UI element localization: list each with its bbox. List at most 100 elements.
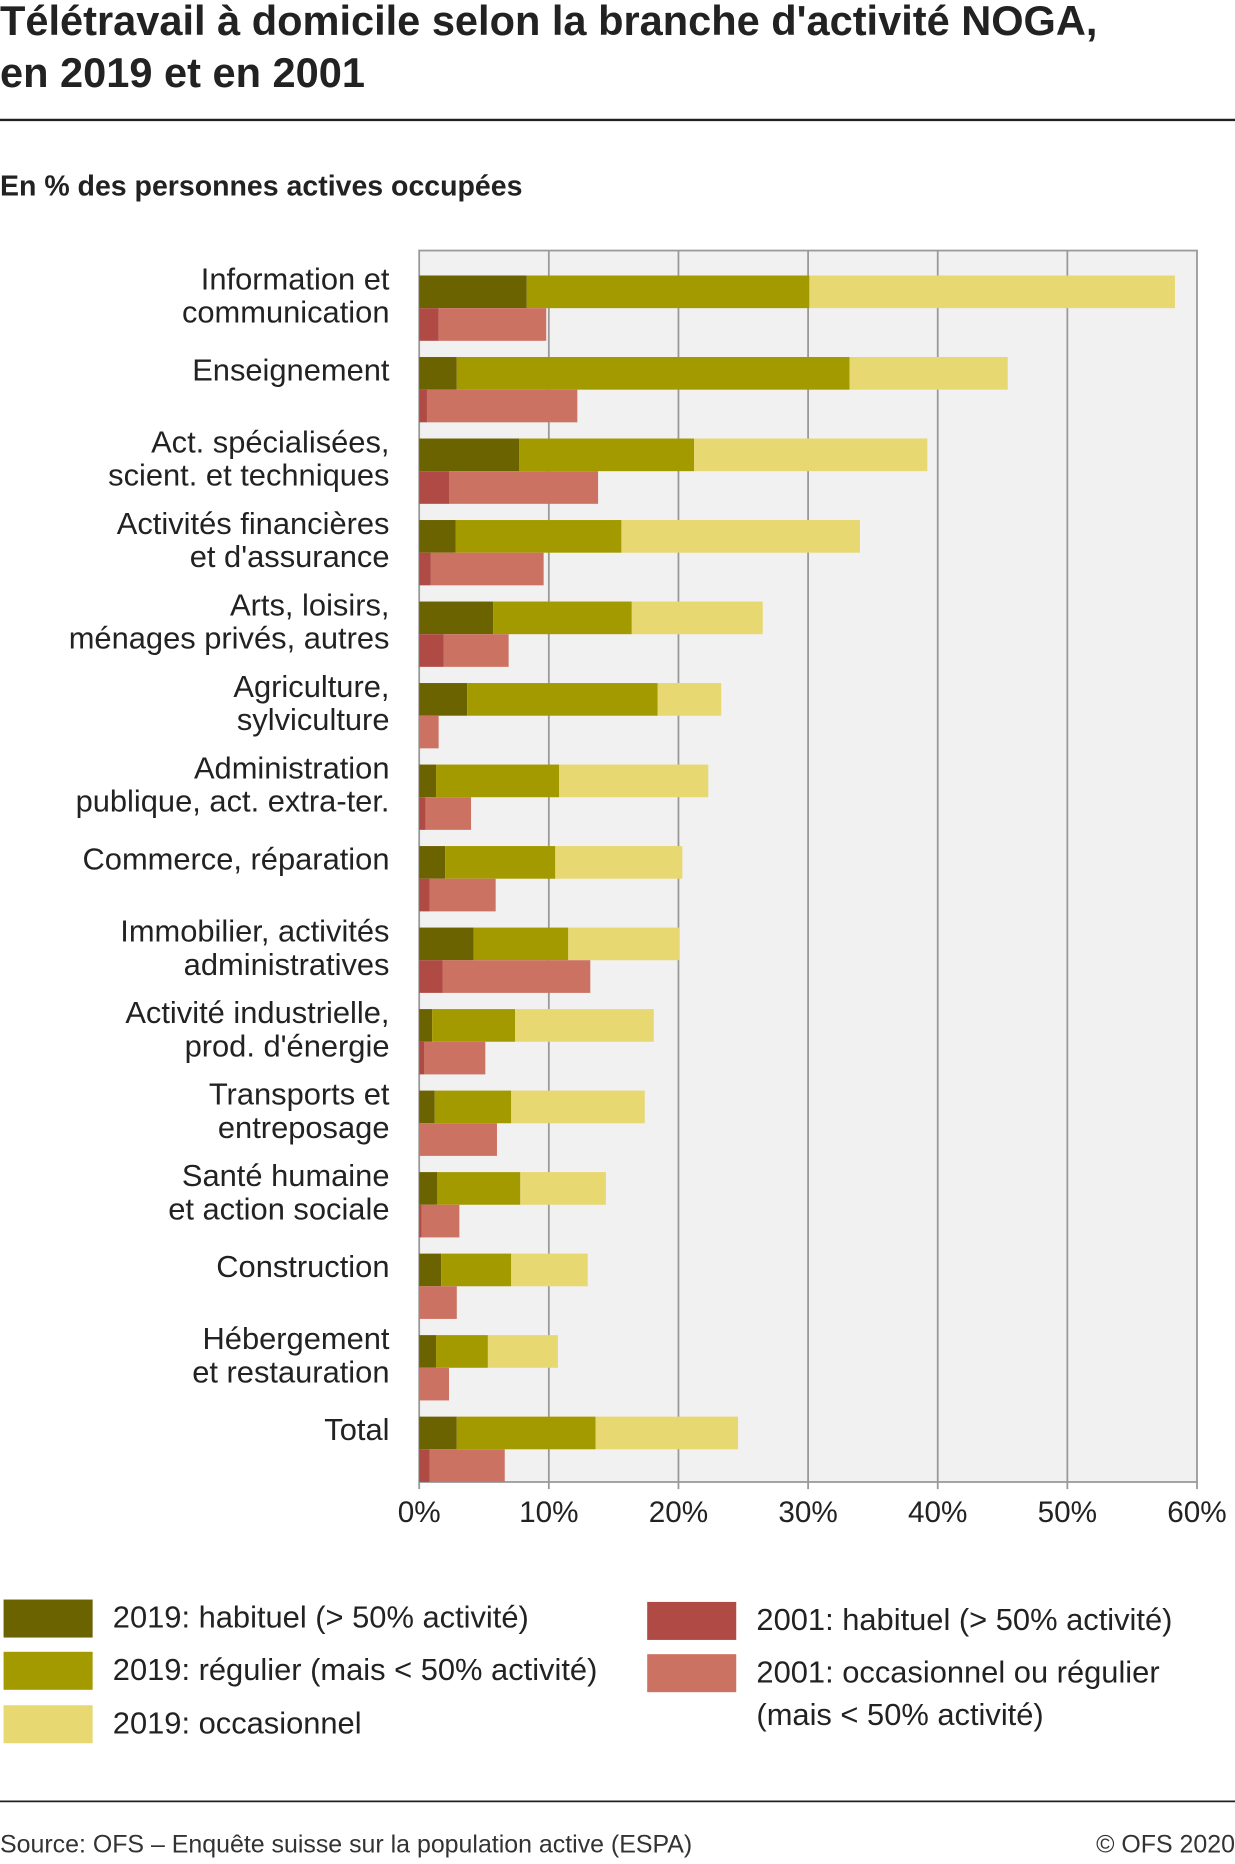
legend-label: 2019: régulier (mais < 50% activité) [113,1652,598,1687]
bar-segment [429,1449,505,1482]
bar-segment [419,797,426,830]
category-label: Enseignement [192,353,390,388]
subtitle: En % des personnes actives occupées [0,170,522,202]
bar-segment [455,520,622,553]
bar-segment [419,634,444,667]
legend-swatch [3,1599,93,1638]
bar-segment [419,1123,497,1156]
bar-segment [436,1335,488,1368]
bar-segment [493,601,632,635]
bar-segment [438,308,547,341]
bar-segment [511,1253,588,1287]
bar-segment [419,1416,457,1450]
legend-swatch [647,1654,737,1693]
bar-segment [430,552,544,586]
bar-segment [424,1041,486,1075]
bar-segment [515,1009,654,1042]
bar-segment [419,1286,457,1319]
category-label: Santé humaine et action sociale [168,1158,389,1226]
bar-segment [419,1335,437,1368]
bar-segment [442,960,591,993]
bar-segment [809,275,1175,309]
bar-segment [520,1172,606,1205]
bar-segment [419,275,527,309]
bar-segment [449,471,599,504]
bar-segment [419,683,468,716]
bar-segment [419,308,439,341]
bar-segment [526,275,810,309]
bar-segment [437,1172,521,1205]
bar-segment [419,357,457,390]
category-label: Activités financières et d'assurance [117,506,390,574]
x-tick-label: 0% [398,1496,441,1529]
bar-segment [419,764,437,798]
bar-segment [473,927,569,961]
category-label: Information et communication [182,262,390,330]
bar-segment [419,520,456,553]
bar-segment [456,1416,596,1450]
bar-segment [519,438,695,472]
bar-segment [432,1009,516,1042]
x-tick-label: 30% [778,1496,837,1529]
legend-label: 2019: habituel (> 50% activité) [113,1600,529,1635]
bar-segment [425,797,472,830]
bar-segment [419,878,430,912]
bar-segment [419,846,446,879]
copyright: © OFS 2020 [1096,1830,1235,1858]
bar-segment [419,1253,442,1287]
x-tick-label: 20% [649,1496,708,1529]
category-label: Construction [216,1249,389,1284]
bar-segment [657,683,722,716]
category-label: Commerce, réparation [83,842,390,877]
bar-segment [621,520,860,553]
bar-segment [595,1416,739,1450]
bar-segment [419,552,431,586]
bar-segment [436,764,560,798]
legend-label: 2001: occasionnel ou régulier (mais < 50%… [756,1655,1159,1733]
bar-segment [419,1009,433,1042]
bar-segment [445,846,556,879]
bar-segment [419,1367,450,1401]
bar-segment [555,846,683,879]
category-label: Total [324,1412,389,1447]
category-label: Hébergement et restauration [192,1321,390,1389]
chart-title: Télétravail à domicile selon la branche … [0,0,1097,96]
bar-segment [434,1090,512,1124]
bar-segment [429,878,496,912]
bar-segment [511,1090,645,1124]
bar-segment [419,1041,425,1075]
bar-segment [419,1090,435,1124]
category-label: Agriculture, sylviculture [233,669,389,737]
category-label: Activité industrielle, prod. d'énergie [125,995,389,1063]
x-tick-label: 10% [519,1496,578,1529]
bar-segment [419,1172,438,1205]
legend-swatch [3,1651,93,1690]
bar-segment [419,960,443,993]
bar-segment [421,1204,460,1238]
bar-segment [467,683,658,716]
bar-segment [568,927,680,961]
bar-segment [694,438,928,472]
bar-segment [419,438,520,472]
bar-segment [426,389,578,423]
category-label: Transports et entreposage [209,1077,390,1145]
bar-segment [419,715,439,749]
category-label: Administration publique, act. extra-ter. [76,751,390,819]
x-tick-label: 60% [1167,1496,1226,1529]
bar-segment [419,1449,430,1482]
legend-label: 2019: occasionnel [113,1706,362,1741]
x-tick-label: 40% [908,1496,967,1529]
bar-segment [849,357,1008,390]
bar-segment [419,471,450,504]
bar-segment [443,634,509,667]
source: Source: OFS – Enquête suisse sur la popu… [0,1830,692,1858]
bar-segment [456,357,850,390]
bar-segment [419,927,474,961]
x-tick-label: 50% [1038,1496,1097,1529]
bar-segment [487,1335,558,1368]
bar-segment [631,601,763,635]
bar-segment [441,1253,512,1287]
category-label: Arts, loisirs, ménages privés, autres [69,588,390,656]
category-label: Act. spécialisées, scient. et techniques [108,425,389,493]
